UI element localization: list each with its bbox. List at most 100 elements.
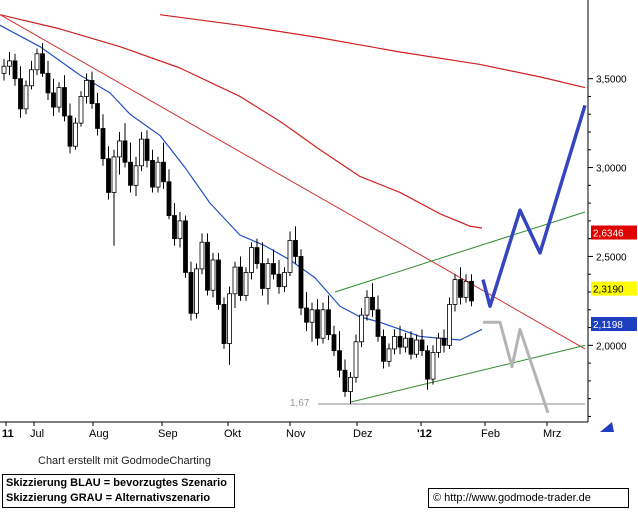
price-tag-label: 2,3190 [593,285,624,296]
candle-body [447,304,452,346]
candlesticks [1,43,474,404]
candle-body [232,266,238,295]
candle-body [359,314,364,343]
price-tag-box [591,281,637,296]
candle-body [469,280,474,302]
candle-body [89,80,95,104]
x-tick-label: Nov [286,428,306,440]
scenario-grey [483,320,550,414]
trendline-channel-lower [349,344,586,403]
candle-body [430,352,436,380]
candle-body [243,272,249,296]
candle-body [414,339,419,355]
candle-body [287,240,293,273]
candle-body [199,241,205,270]
candle-body [249,247,254,273]
candle-body [392,336,397,350]
x-tick-label: Mrz [543,428,561,440]
candle-body [18,78,23,110]
candle-body [128,161,133,186]
candle-body [381,336,386,362]
candle-body [133,165,139,186]
scenario-sketches [481,104,587,414]
candle-body [403,337,408,348]
candle-body [265,263,271,289]
candle-body [210,259,216,291]
candle-body [276,273,282,288]
candle-body [370,296,375,311]
candle-body [397,336,403,348]
x-tick-label: Jul [30,428,44,440]
moving-averages [0,14,586,341]
candle-body [436,337,441,353]
legend-blue-scenario: Skizzierung BLAU = bevorzugtes Szenario [6,477,227,489]
candle-body [177,220,183,240]
y-axis-panel [589,0,638,450]
candle-body [298,256,304,309]
candle-body [188,272,194,314]
candle-body [183,220,188,273]
candle-body [166,181,172,216]
candle-body [221,304,227,344]
candle-body [95,103,100,129]
moving-average-red-long [159,14,586,89]
x-tick-label: 11 [2,428,14,440]
trendline-downtrend [0,14,586,350]
candle-body [452,279,458,305]
candle-body [309,309,315,323]
candle-body [150,160,155,188]
axes: 3,5000 3,0000 2,5000 2,0000 11 Jul Aug Sep Okt No… [0,0,638,450]
source-link[interactable]: © http://www.godmode-trader.de [428,488,629,508]
trendline-channel-upper [334,211,586,293]
price-tag: 2,6346 [591,225,637,240]
candle-body [282,272,287,288]
candle-body [45,72,51,94]
candle-body [161,161,166,183]
low-annotation: 1,67 [290,398,310,409]
candle-body [458,279,463,298]
trendlines [0,14,586,405]
candle-body [348,376,353,392]
x-tick-label: '12 [417,428,432,440]
y-tick-label: 3,5000 [596,75,627,86]
legend-grey-scenario: Skizzierung GRAU = Alternativszenario [6,492,211,504]
candle-body [386,348,392,362]
candle-body [331,334,337,352]
candle-body [73,122,78,147]
candle-body [205,241,210,291]
price-tag: 2,1198 [591,317,637,332]
candle-body [419,339,425,352]
candle-body [7,60,12,67]
candle-body [29,69,34,87]
candle-body [315,309,320,339]
candle-body [100,128,106,160]
candle-body [78,96,84,124]
candle-body [326,309,331,336]
x-tick-label: Sep [158,428,178,440]
candle-body [364,296,370,316]
candle-body [194,268,199,314]
candle-body [342,369,348,392]
candle-body [84,80,89,97]
candle-body [56,87,62,108]
candle-body [463,280,469,298]
candle-body [293,240,298,257]
price-tag-box [591,317,637,332]
candle-body [51,92,56,108]
candle-body [67,115,73,147]
x-tick-label: Okt [224,428,241,440]
price-tags: 2,6346 2,3190 2,1198 [591,225,637,332]
candle-body [111,156,117,193]
x-tick-label: Aug [89,428,109,440]
candle-body [40,53,45,74]
y-tick-label: 2,5000 [596,252,627,263]
scenario-blue [481,104,587,308]
price-tag-label: 2,1198 [593,320,623,331]
candle-body [117,140,122,158]
price-tag-label: 2,6346 [593,229,624,240]
candle-body [122,140,128,163]
candle-body [227,293,232,344]
candle-body [155,161,161,188]
price-tag-box [591,225,637,240]
